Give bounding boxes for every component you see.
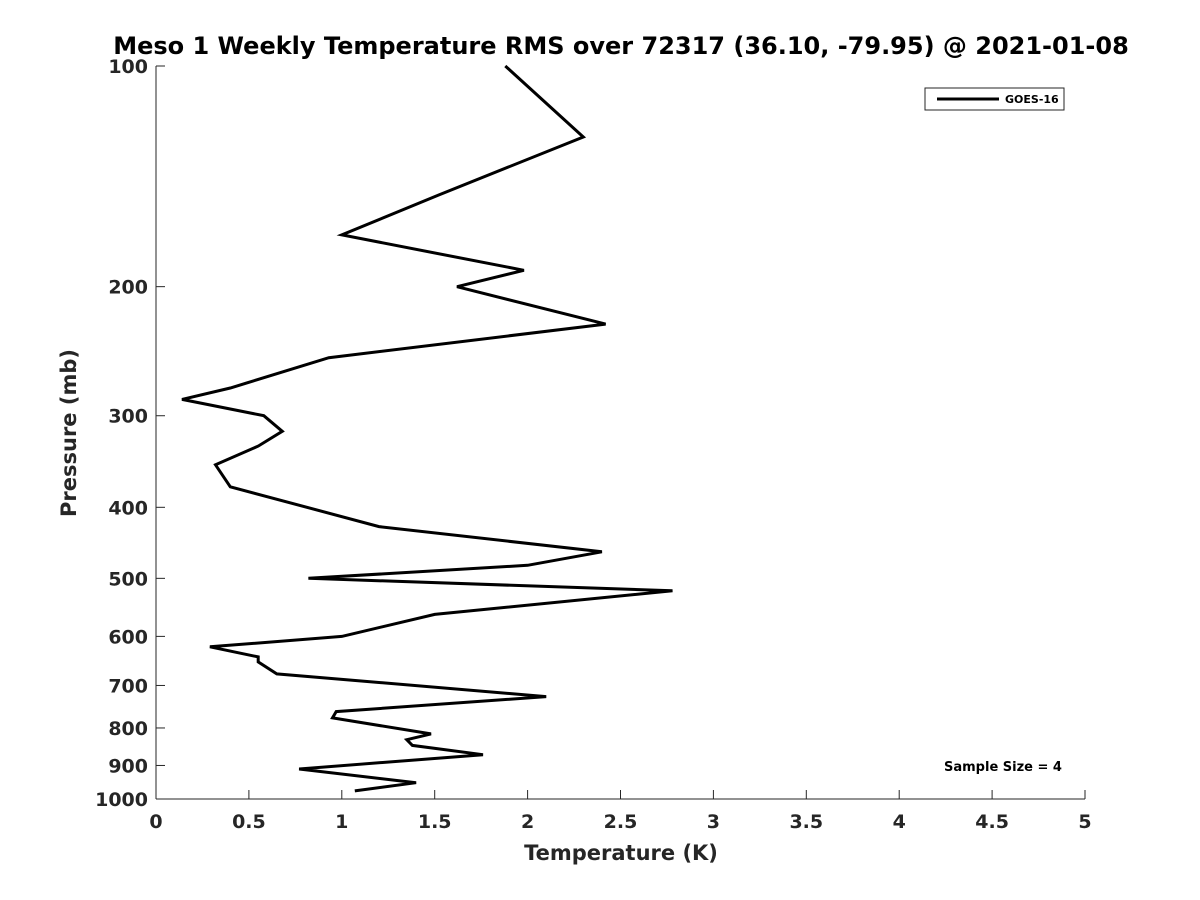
x-tick-label: 4 bbox=[893, 811, 906, 833]
y-tick-label: 400 bbox=[108, 497, 148, 519]
x-tick-label: 1.5 bbox=[418, 811, 452, 833]
y-tick-label: 600 bbox=[108, 626, 148, 648]
y-tick-label: 900 bbox=[108, 755, 148, 777]
y-tick-label: 800 bbox=[108, 718, 148, 740]
sample-size-annotation: Sample Size = 4 bbox=[944, 760, 1062, 775]
x-tick-label: 2.5 bbox=[604, 811, 638, 833]
x-tick-label: 0.5 bbox=[232, 811, 266, 833]
y-ticks: 100 200 300 400 500 600 700 800 900 1000 bbox=[95, 56, 165, 811]
axes-group: 0 0.5 1 1.5 2 2.5 3 3.5 4 4.5 5 100 200 300 400 500 600… bbox=[95, 56, 1092, 833]
x-tick-label: 0 bbox=[149, 811, 162, 833]
y-tick-label: 200 bbox=[108, 277, 148, 299]
x-tick-label: 5 bbox=[1078, 811, 1091, 833]
x-tick-label: 3.5 bbox=[789, 811, 823, 833]
y-tick-label: 100 bbox=[108, 56, 148, 78]
x-ticks: 0 0.5 1 1.5 2 2.5 3 3.5 4 4.5 5 bbox=[149, 790, 1092, 833]
y-axis-label: Pressure (mb) bbox=[57, 349, 81, 517]
chart-title: Meso 1 Weekly Temperature RMS over 72317… bbox=[113, 32, 1129, 60]
x-tick-label: 4.5 bbox=[975, 811, 1009, 833]
x-tick-label: 2 bbox=[521, 811, 534, 833]
series-group bbox=[181, 64, 673, 793]
x-tick-label: 3 bbox=[707, 811, 720, 833]
x-axis-label: Temperature (K) bbox=[524, 841, 718, 865]
y-tick-label: 1000 bbox=[95, 789, 148, 811]
y-tick-label: 500 bbox=[108, 568, 148, 590]
legend: GOES-16 bbox=[924, 87, 1065, 111]
y-tick-label: 300 bbox=[108, 406, 148, 428]
y-tick-label: 700 bbox=[108, 675, 148, 697]
legend-label-goes-16: GOES-16 bbox=[1005, 93, 1059, 106]
x-tick-label: 1 bbox=[335, 811, 348, 833]
series-line-goes-16 bbox=[181, 64, 673, 793]
